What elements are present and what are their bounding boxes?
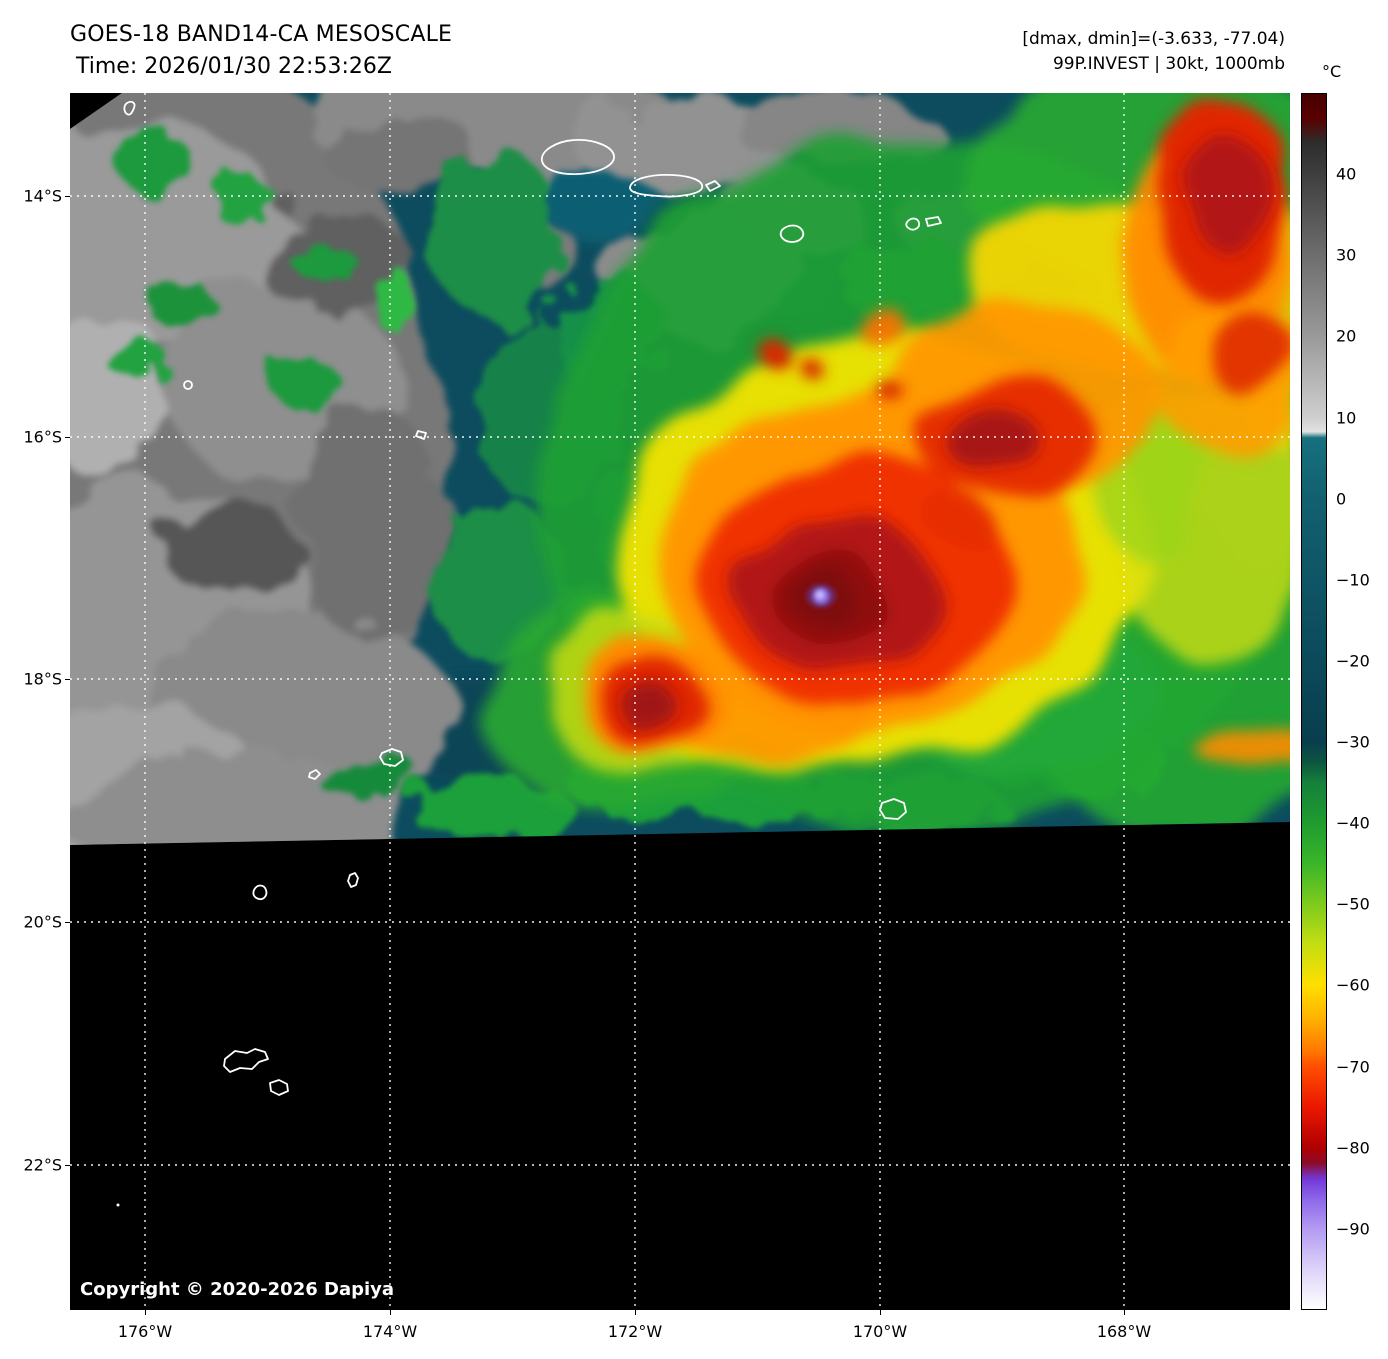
lat-tickmark (65, 437, 70, 438)
copyright-watermark: Copyright © 2020-2026 Dapiya (80, 1279, 395, 1300)
lat-tickmark (65, 922, 70, 923)
coastlines (116, 100, 942, 1207)
cold-core-pixel (806, 584, 836, 608)
lon-tick-label: 168°W (1096, 1322, 1152, 1341)
convection-core-layer (614, 133, 1266, 724)
colorbar-tick-label: −20 (1336, 651, 1370, 671)
lat-tick-label: 22°S (23, 1155, 62, 1175)
colorbar-tick-label: −40 (1336, 813, 1370, 833)
map-plot: Copyright © 2020-2026 Dapiya (70, 93, 1290, 1310)
colorbar-tick-label: 20 (1336, 326, 1357, 346)
lon-tickmark (635, 1310, 636, 1315)
colorbar-tick-label: 30 (1336, 245, 1357, 265)
lat-tick-label: 14°S (23, 186, 62, 206)
colorbar-tick-label: −60 (1336, 975, 1370, 995)
lon-tick-label: 176°W (117, 1322, 173, 1341)
colorbar-unit: °C (1322, 62, 1342, 81)
colorbar-tick-label: 40 (1336, 164, 1357, 184)
lon-tickmark (880, 1310, 881, 1315)
colorbar-gradient (1301, 93, 1327, 1310)
lon-tick-label: 172°W (607, 1322, 663, 1341)
colorbar-tick-label: 10 (1336, 408, 1357, 428)
satellite-imagery (70, 93, 1290, 1310)
lat-tickmark (65, 1165, 70, 1166)
storm-label: 99P.INVEST | 30kt, 1000mb (1052, 54, 1285, 74)
lat-tickmark (65, 196, 70, 197)
gridlines (70, 93, 1290, 1310)
data-swath (70, 93, 1290, 845)
lon-tickmark (145, 1310, 146, 1315)
lat-tick-label: 20°S (23, 912, 62, 932)
data-range-annotation: [dmax, dmin]=(-3.633, -77.04) (1022, 29, 1285, 49)
timestamp: Time: 2026/01/30 22:53:26Z (76, 54, 392, 79)
lat-tick-label: 18°S (23, 669, 62, 689)
lon-tickmark (1124, 1310, 1125, 1315)
colorbar-tick-label: −30 (1336, 732, 1370, 752)
lat-tick-label: 16°S (23, 427, 62, 447)
lon-tickmark (390, 1310, 391, 1315)
colorbar-tick-label: −50 (1336, 894, 1370, 914)
colorbar-tick-label: −90 (1336, 1219, 1370, 1239)
header-annotations: [dmax, dmin]=(-3.633, -77.04) 99P.INVEST… (1022, 27, 1285, 77)
colorbar-tick-label: 0 (1336, 489, 1347, 509)
lon-tick-label: 174°W (362, 1322, 418, 1341)
lon-tick-label: 170°W (852, 1322, 908, 1341)
lat-tickmark (65, 679, 70, 680)
colorbar-tick-label: −10 (1336, 570, 1370, 590)
colorbar-tick-label: −70 (1336, 1057, 1370, 1077)
product-title: GOES-18 BAND14-CA MESOSCALE (70, 22, 453, 47)
colorbar-tick-label: −80 (1336, 1138, 1370, 1158)
